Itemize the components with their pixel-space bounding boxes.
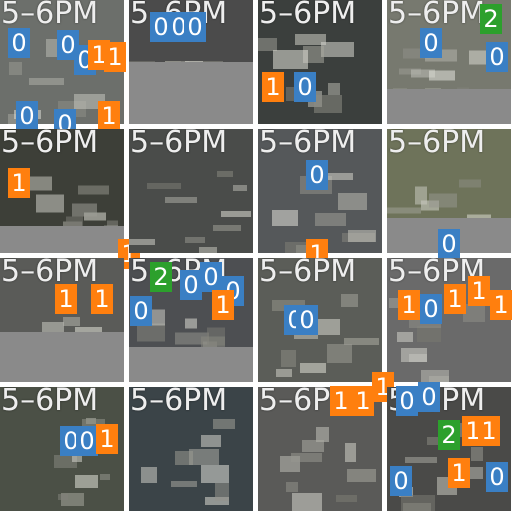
tile-padding xyxy=(0,332,124,382)
count-label-badge: 0 xyxy=(8,28,30,58)
scene-shapes xyxy=(129,171,251,253)
time-caption: 5–6PM xyxy=(259,258,357,289)
time-caption: 5–6PM xyxy=(1,129,99,160)
camera-tile: 5–6PM xyxy=(387,258,511,382)
count-label-badge: 2 xyxy=(150,262,172,292)
count-label-badge: 0 xyxy=(294,72,316,102)
time-caption: 5–6PM xyxy=(388,0,486,31)
tile-padding xyxy=(0,226,124,253)
tile-padding xyxy=(129,62,253,124)
camera-tile: 5–6PM xyxy=(129,129,253,253)
count-label-badge: 0 xyxy=(396,386,418,416)
count-label-badge: 0 xyxy=(390,466,412,496)
time-caption: 5–6PM xyxy=(1,387,99,418)
camera-tile: 5–6PM xyxy=(0,258,124,382)
count-label-badge: 1 xyxy=(330,386,352,416)
count-label-badge: 1 xyxy=(468,276,490,306)
street-photo xyxy=(129,129,253,253)
tile-padding xyxy=(387,89,511,124)
camera-tile: 5–6PM xyxy=(258,0,382,124)
scene-shapes xyxy=(141,419,235,505)
time-caption: 5–6PM xyxy=(259,0,357,31)
count-label-badge: 0 xyxy=(420,28,442,58)
tile-padding xyxy=(129,347,253,382)
count-label-badge: 1 xyxy=(444,284,466,314)
count-label-badge: 1 xyxy=(448,458,470,488)
camera-tile: 5–6PM xyxy=(258,129,382,253)
count-label-badge: 1 xyxy=(8,168,30,198)
count-label-badge: 2 xyxy=(438,420,460,450)
time-caption: 5–6PM xyxy=(130,129,228,160)
camera-tile: 5–6PM xyxy=(129,387,253,511)
time-caption: 5–6PM xyxy=(1,258,99,289)
count-label-badge: 0 xyxy=(306,160,328,190)
count-label-badge: 0 xyxy=(180,270,202,300)
count-label-badge: 0 xyxy=(184,12,206,42)
count-label-badge: 0 xyxy=(486,462,508,492)
count-label-badge: 1 xyxy=(398,290,420,320)
count-label-badge: 1 xyxy=(104,42,126,72)
count-label-badge: 0 xyxy=(486,42,508,72)
count-label-badge: 0 xyxy=(200,262,222,292)
count-label-badge: 1 xyxy=(91,284,113,314)
count-label-badge: 0 xyxy=(418,382,440,412)
count-label-badge: 1 xyxy=(262,72,284,102)
count-label-badge: 0 xyxy=(438,229,460,259)
time-caption: 5–6PM xyxy=(388,129,486,160)
count-label-badge: 0 xyxy=(16,101,38,131)
scene-shapes xyxy=(280,427,376,511)
count-label-badge: 1 xyxy=(212,290,234,320)
count-label-badge: 0 xyxy=(296,305,318,335)
camera-tile: 5–6PM xyxy=(258,258,382,382)
count-label-badge: 2 xyxy=(480,4,502,34)
count-label-badge: 1 xyxy=(96,424,118,454)
count-label-badge: 1 xyxy=(98,101,120,131)
time-caption: 5–6PM xyxy=(1,0,99,31)
count-label-badge: 0 xyxy=(420,294,442,324)
time-caption: 5–6PM xyxy=(259,129,357,160)
scene-shapes xyxy=(258,34,354,113)
count-label-badge: 0 xyxy=(130,296,152,326)
time-caption: 5–6PM xyxy=(130,387,228,418)
count-label-badge: 1 xyxy=(352,386,374,416)
count-label-badge: 0 xyxy=(57,30,79,60)
count-label-badge: 1 xyxy=(490,290,512,320)
count-label-badge: 1 xyxy=(478,416,500,446)
count-label-badge: 1 xyxy=(55,284,77,314)
count-label-badge: 0 xyxy=(150,12,172,42)
count-label-badge: 0 xyxy=(76,426,98,456)
